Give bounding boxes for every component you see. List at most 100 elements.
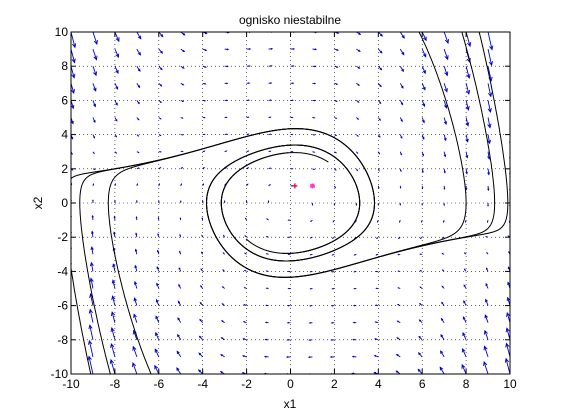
- trajectory-curve: [79, 128, 375, 374]
- y-tick-label: 2: [61, 162, 68, 176]
- vector-arrow: [441, 269, 445, 272]
- vector-arrow: [158, 32, 164, 38]
- vector-arrow: [443, 151, 447, 158]
- vector-arrow: [331, 253, 335, 256]
- vector-arrow: [268, 150, 272, 153]
- vector-arrow: [377, 100, 382, 105]
- vector-arrow: [202, 133, 206, 136]
- vector-arrow: [268, 65, 273, 67]
- vector-arrow: [202, 150, 206, 153]
- vector-arrow: [377, 32, 383, 37]
- vector-arrow: [224, 99, 229, 102]
- y-tick-label: -10: [51, 367, 69, 381]
- vector-arrow: [334, 65, 339, 68]
- trajectory-curve: [71, 128, 375, 374]
- vector-arrow: [312, 168, 316, 171]
- trajectory-curves: [71, 32, 509, 374]
- vector-arrow: [487, 134, 492, 145]
- vector-arrow: [178, 283, 182, 289]
- vector-arrow: [375, 236, 379, 240]
- vector-arrow: [485, 298, 489, 306]
- vector-arrow: [155, 298, 160, 306]
- vector-arrow: [356, 48, 361, 52]
- vector-arrow: [331, 288, 335, 290]
- vector-arrow: [136, 100, 140, 105]
- vector-arrow: [353, 287, 357, 290]
- vector-arrow: [114, 182, 117, 187]
- x-tick-label: -10: [62, 377, 80, 391]
- vector-arrow: [509, 32, 510, 35]
- vector-arrow: [465, 134, 469, 143]
- vector-arrow: [396, 304, 401, 307]
- vector-arrow: [421, 219, 423, 223]
- vector-arrow: [440, 317, 445, 323]
- vector-arrow: [311, 203, 314, 207]
- x-tick-label: -8: [110, 377, 121, 391]
- vector-arrow: [417, 352, 423, 358]
- vector-arrow: [202, 48, 208, 51]
- vector-arrow: [246, 167, 250, 170]
- vector-arrow: [157, 216, 160, 221]
- vector-arrow: [290, 116, 294, 119]
- vector-arrow: [395, 353, 401, 358]
- vector-arrow: [374, 321, 379, 324]
- vector-arrow: [264, 338, 269, 341]
- vector-arrow: [222, 252, 225, 255]
- vector-arrow: [352, 304, 357, 307]
- vector-arrow: [399, 203, 402, 207]
- vector-arrow: [375, 270, 379, 273]
- vector-arrow: [110, 342, 116, 358]
- vector-arrow: [220, 354, 225, 358]
- vector-arrow: [202, 65, 207, 68]
- vector-arrow: [89, 277, 94, 289]
- vector-arrow: [200, 268, 204, 272]
- vector-arrow: [353, 270, 357, 273]
- vector-arrow: [333, 203, 336, 207]
- vector-arrow: [308, 339, 313, 341]
- vector-arrow: [375, 287, 379, 290]
- x-tick-label: -6: [153, 377, 164, 391]
- vector-arrow: [461, 347, 467, 358]
- vector-arrow: [243, 269, 247, 272]
- vector-arrow: [441, 301, 445, 306]
- vector-arrow: [179, 199, 182, 203]
- vector-arrow: [443, 168, 446, 174]
- vector-arrow: [202, 99, 207, 102]
- vector-arrow: [179, 250, 182, 255]
- vector-arrow: [331, 270, 335, 273]
- vector-arrow: [158, 48, 164, 54]
- vector-arrow: [461, 363, 467, 374]
- vector-arrow: [487, 83, 493, 98]
- vector-arrow: [355, 168, 359, 172]
- vector-arrow: [246, 133, 250, 136]
- vector-arrow: [268, 133, 272, 136]
- vector-arrow: [399, 185, 402, 189]
- vector-arrow: [355, 203, 358, 207]
- vector-arrow: [334, 134, 338, 137]
- vector-arrow: [158, 117, 162, 120]
- vector-arrow: [421, 185, 424, 190]
- vector-arrow: [71, 83, 75, 95]
- x-tick-label: 0: [287, 377, 294, 391]
- vector-arrow: [265, 287, 269, 290]
- vector-arrow: [200, 251, 204, 255]
- vector-arrow: [114, 199, 116, 203]
- vector-arrow: [134, 264, 138, 272]
- vector-arrow: [334, 48, 339, 51]
- trajectory-curve: [206, 32, 509, 278]
- vector-arrow: [113, 215, 116, 221]
- vector-arrow: [180, 65, 185, 69]
- vector-arrow: [222, 269, 225, 272]
- vector-arrow: [243, 304, 247, 307]
- vector-arrow: [198, 369, 204, 374]
- vector-arrow: [312, 151, 316, 153]
- vector-arrow: [441, 253, 445, 255]
- vector-arrow: [487, 100, 492, 114]
- vector-arrow: [177, 300, 182, 306]
- vector-arrow: [224, 65, 229, 68]
- vector-arrow: [112, 263, 116, 272]
- vector-arrow: [287, 236, 291, 239]
- vector-arrow: [417, 368, 423, 374]
- vector-arrow: [268, 116, 272, 119]
- vector-arrow: [224, 133, 228, 136]
